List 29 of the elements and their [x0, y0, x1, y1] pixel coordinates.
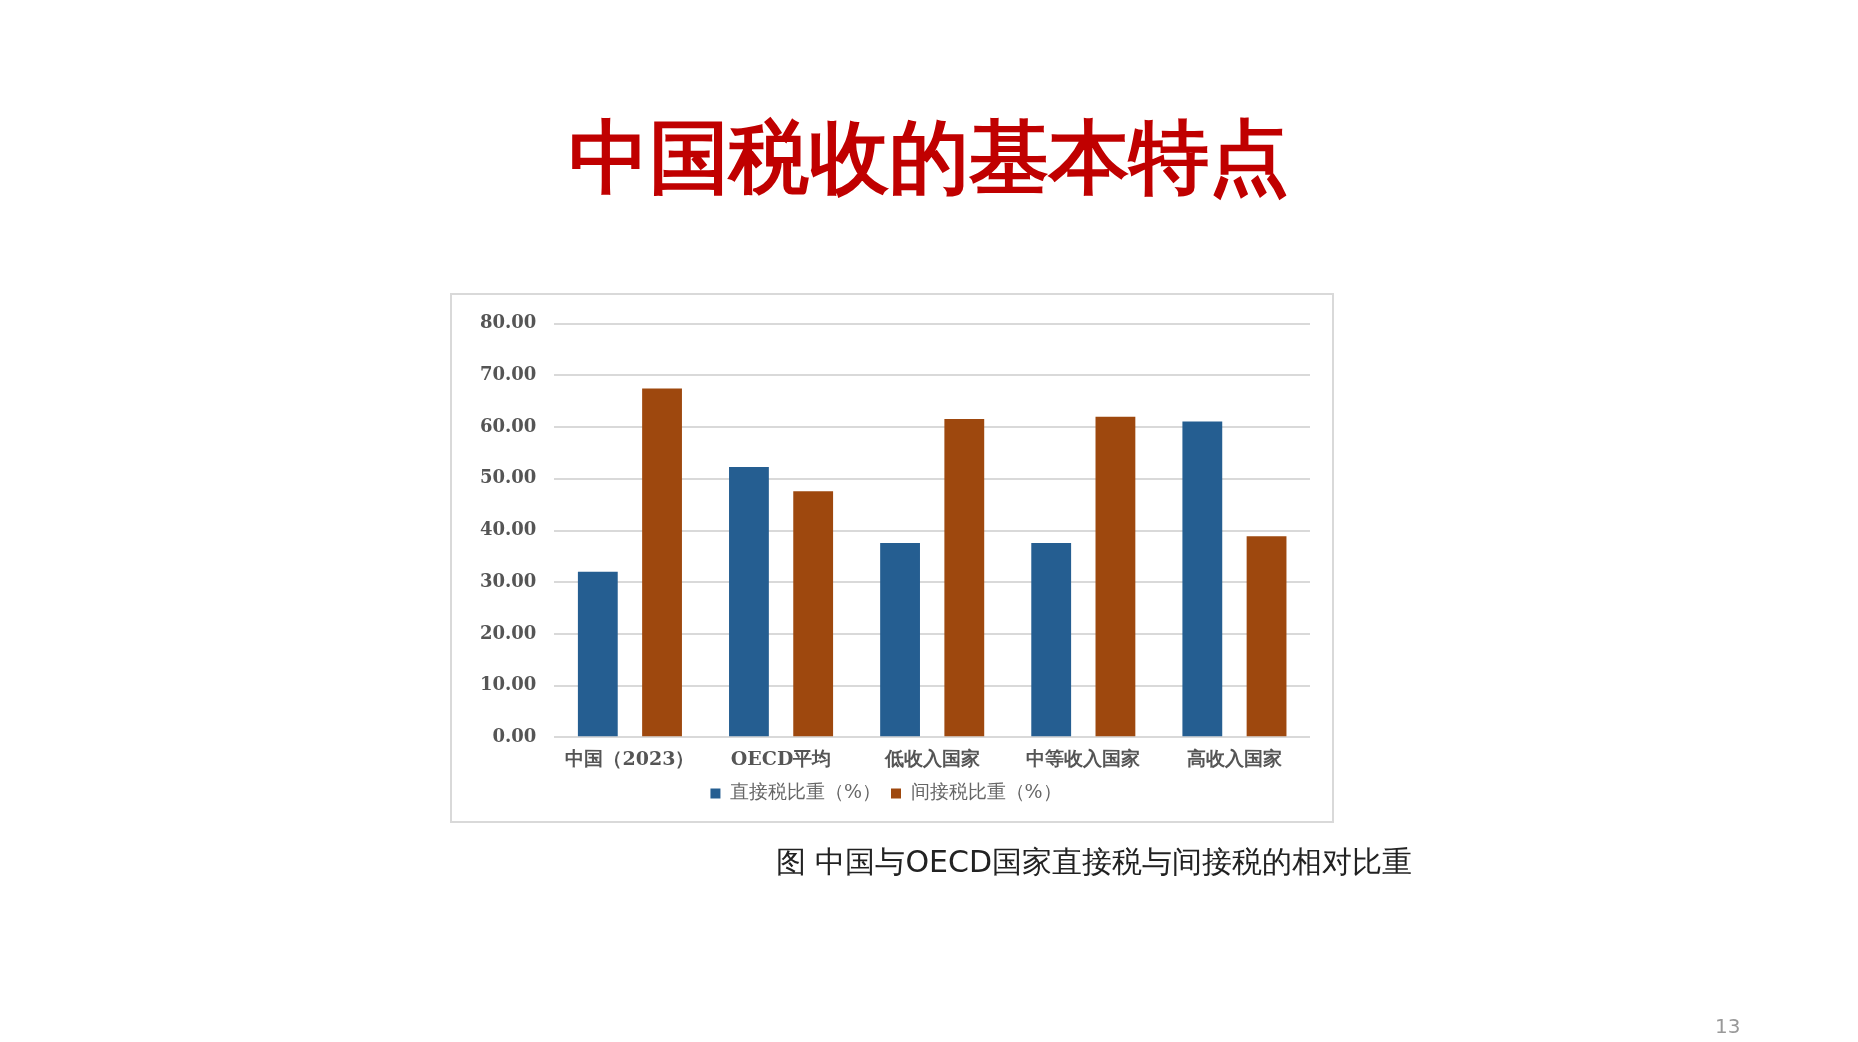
- x-tick-label: 高收入国家: [1186, 746, 1282, 769]
- y-tick-label: 50.00: [479, 466, 537, 488]
- y-tick-label: 60.00: [479, 414, 537, 436]
- text: 13: [1715, 1014, 1741, 1038]
- y-tick-label: 30.00: [479, 569, 537, 591]
- bar: [880, 542, 920, 737]
- text: 图 中国与OECD国家直接税与间接税的相对比重: [774, 843, 1414, 881]
- bar: [1182, 421, 1223, 737]
- bar: [1095, 416, 1136, 737]
- y-tick-label: 40.00: [479, 518, 537, 540]
- x-tick-label: 中国（2023）: [565, 746, 695, 769]
- legend-label: 间接税比重（%）: [910, 780, 1062, 803]
- bar: [642, 388, 682, 737]
- chart-title: 中国税收的基本特点: [568, 109, 1290, 206]
- bar: [729, 466, 769, 737]
- y-tick-label: 10.00: [479, 673, 537, 695]
- bar: [944, 418, 985, 737]
- y-tick-label: 80.00: [479, 311, 537, 333]
- bar: [1246, 536, 1287, 737]
- x-tick-label: 低收入国家: [883, 746, 980, 769]
- y-tick-label: 0.00: [492, 724, 537, 746]
- x-tick-label: 中等收入国家: [1026, 746, 1141, 769]
- x-tick-label: OECD平均: [730, 746, 832, 769]
- legend-label: 直接税比重（%）: [729, 780, 882, 803]
- bar: [577, 571, 618, 737]
- y-tick-label: 70.00: [479, 363, 537, 385]
- bar: [793, 491, 834, 737]
- y-tick-label: 20.00: [479, 621, 537, 643]
- bar: [1031, 542, 1072, 737]
